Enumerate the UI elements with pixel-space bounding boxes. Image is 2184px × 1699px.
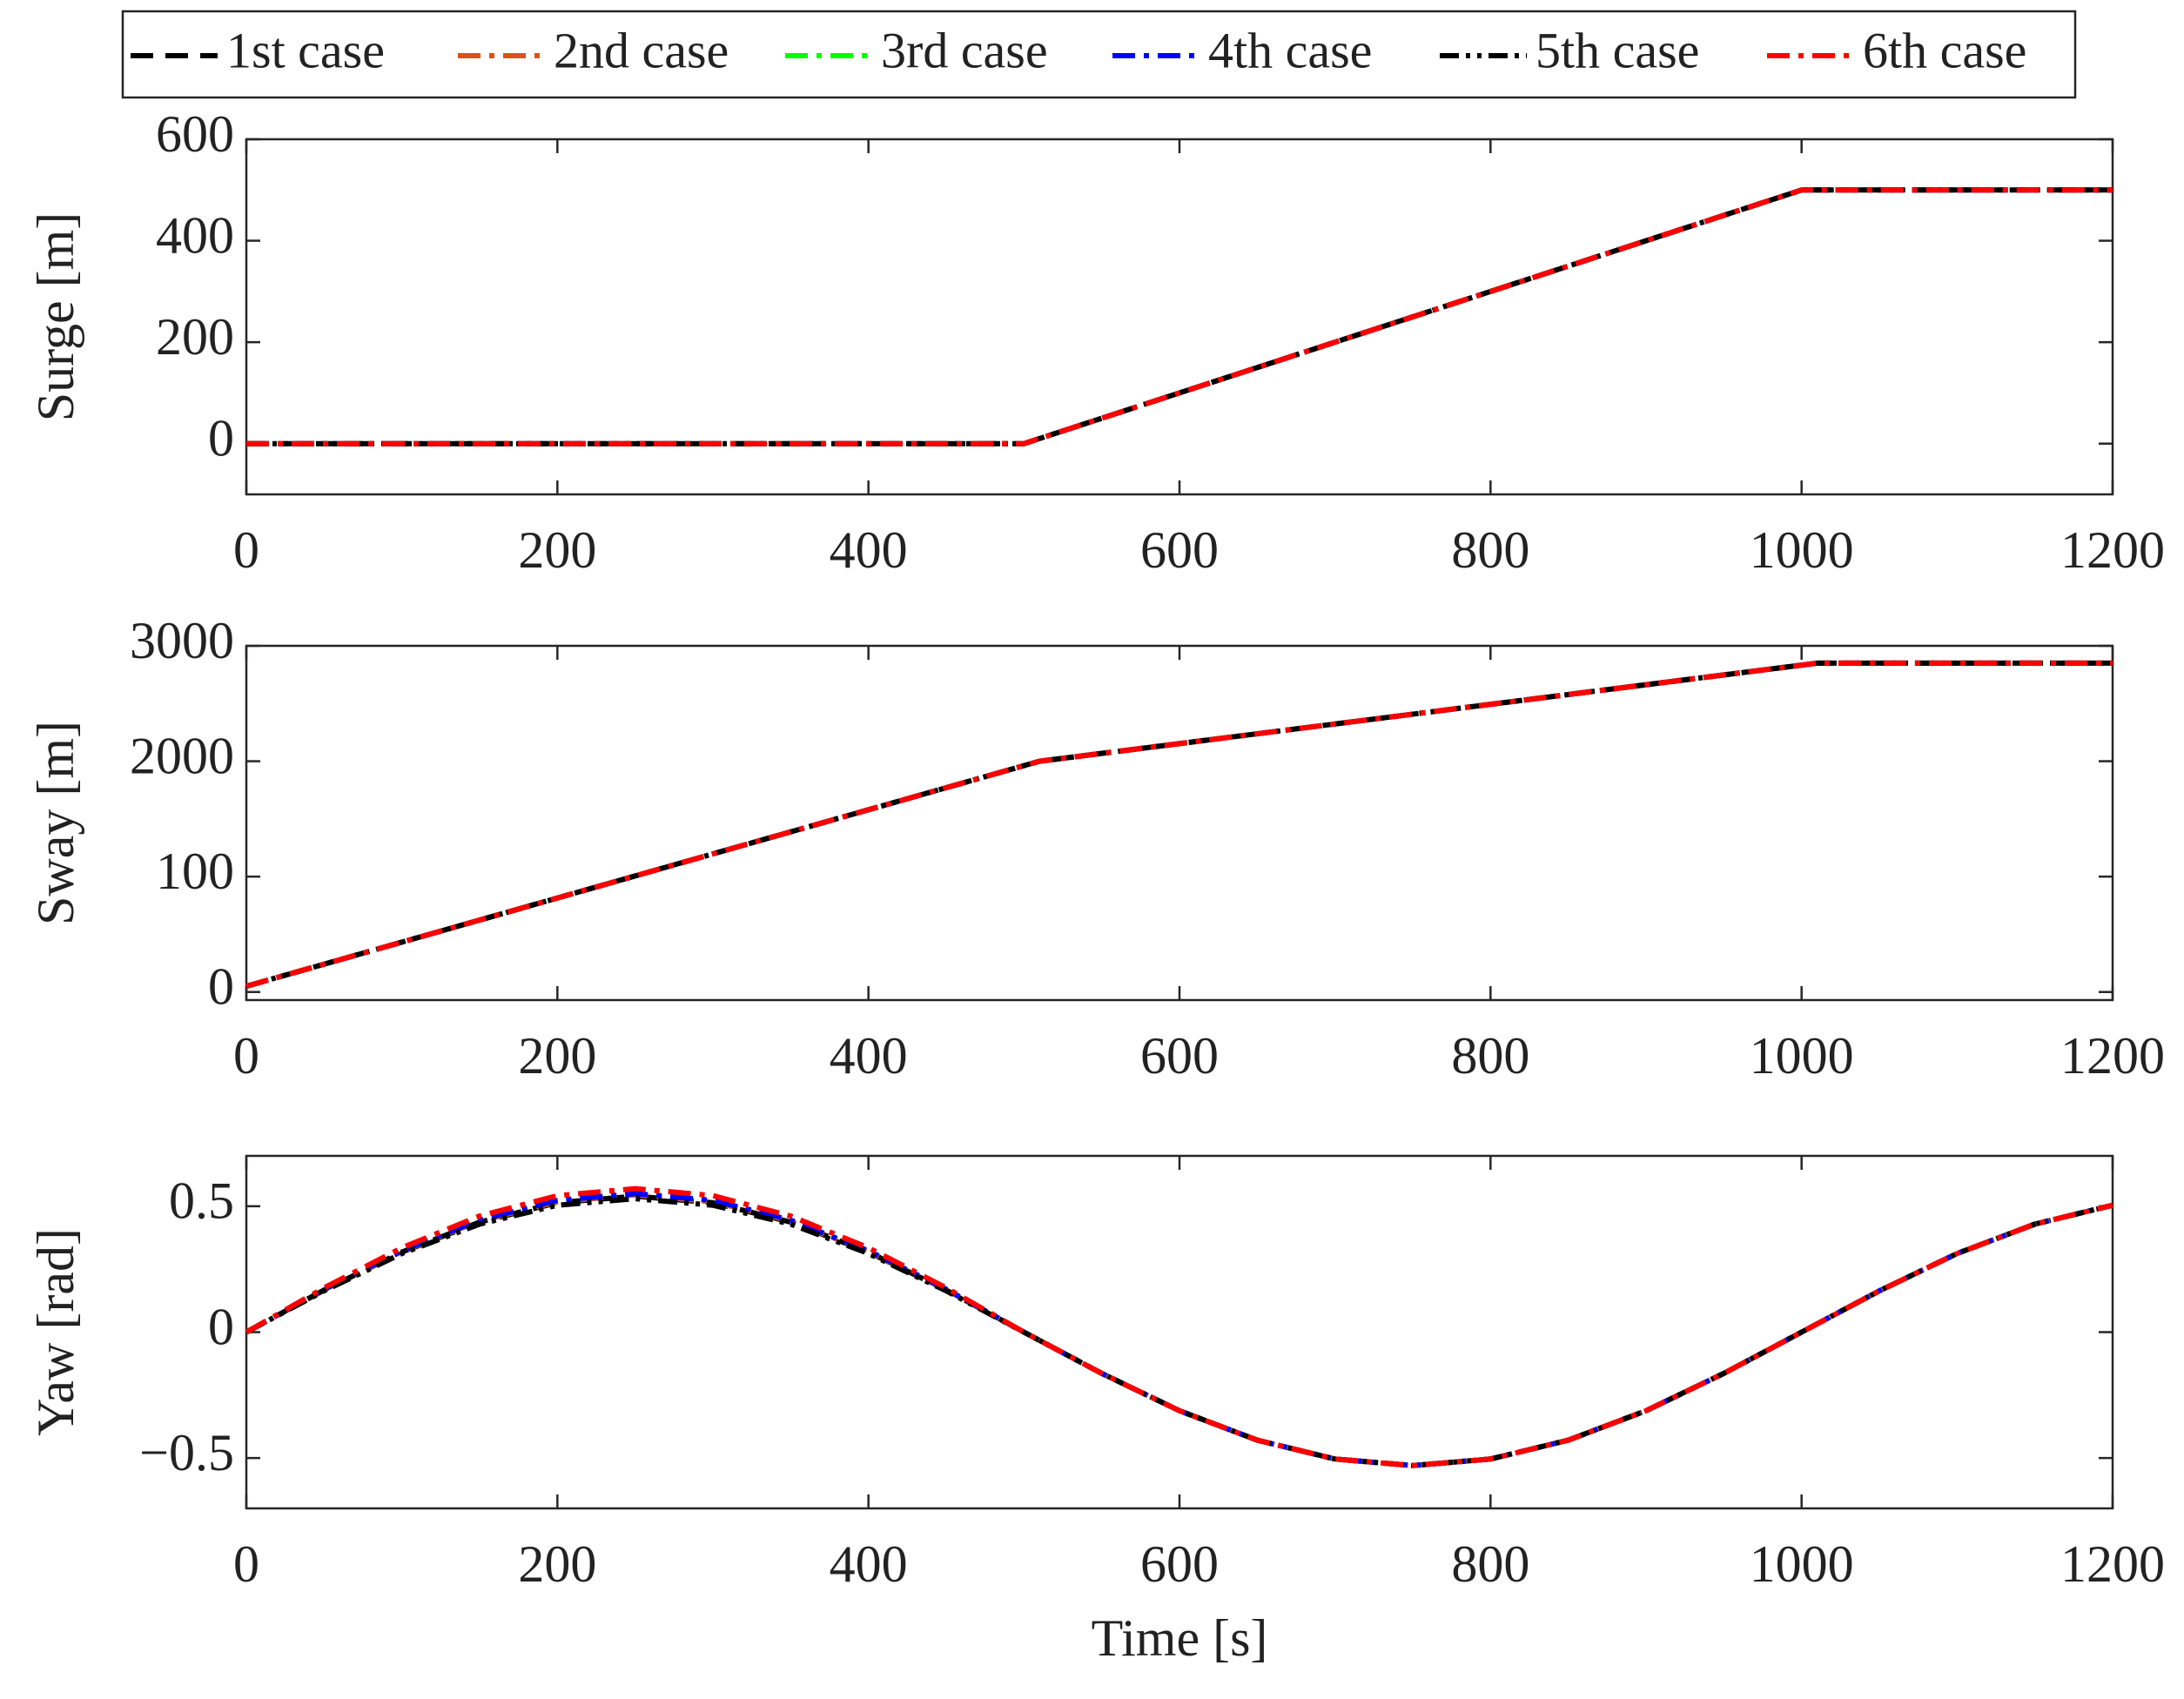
series-line <box>245 660 2113 989</box>
series-line <box>245 1191 2113 1468</box>
x-tick-label: 400 <box>830 1027 908 1085</box>
y-tick-label: 400 <box>156 206 234 264</box>
x-tick-label: 600 <box>1140 1535 1219 1593</box>
series-line <box>245 660 2113 989</box>
series-line <box>246 187 2113 447</box>
y-tick-label: 3000 <box>130 612 234 669</box>
x-tick-label: 0 <box>233 1027 259 1085</box>
series-line <box>246 187 2113 447</box>
legend-label: 4th case <box>1208 22 1372 78</box>
axes-box <box>245 644 2114 1002</box>
y-tick-label: 600 <box>156 105 234 163</box>
x-tick-label: 0 <box>233 1535 259 1593</box>
series-line <box>245 660 2113 989</box>
x-tick-label: 200 <box>518 1535 596 1593</box>
series-line <box>246 187 2113 447</box>
y-tick-label: 0 <box>208 409 234 467</box>
x-tick-label: 1000 <box>1750 1535 1854 1593</box>
series-line <box>246 187 2113 447</box>
series-line <box>246 187 2113 447</box>
series-line <box>245 1185 2113 1468</box>
y-tick-label: −0.5 <box>139 1424 234 1481</box>
legend-box <box>121 10 2077 99</box>
series-line <box>245 660 2113 989</box>
x-tick-label: 800 <box>1451 521 1529 579</box>
x-tick-label: 1200 <box>2060 1027 2165 1085</box>
x-tick-label: 200 <box>518 521 596 579</box>
x-tick-label: 1000 <box>1750 1027 1854 1085</box>
y-axis-label: Yaw [rad] <box>27 1228 84 1436</box>
series-line <box>245 1196 2113 1468</box>
y-tick-label: 2000 <box>130 727 234 784</box>
x-tick-label: 800 <box>1451 1027 1529 1085</box>
x-tick-label: 1000 <box>1750 521 1854 579</box>
series-line <box>246 187 2113 447</box>
y-tick-label: 0 <box>208 1298 234 1355</box>
y-tick-label: 0.5 <box>169 1172 234 1230</box>
legend-label: 2nd case <box>554 22 729 78</box>
series-line <box>245 1191 2113 1468</box>
x-tick-label: 800 <box>1451 1535 1529 1593</box>
legend-label: 6th case <box>1863 22 2026 78</box>
legend-label: 3rd case <box>881 22 1048 78</box>
y-axis-label: Sway [m] <box>27 721 84 925</box>
y-axis-label: Surge [m] <box>27 212 84 422</box>
x-tick-label: 0 <box>233 521 259 579</box>
x-tick-label: 400 <box>830 1535 908 1593</box>
series-line <box>245 660 2113 989</box>
legend-label: 5th case <box>1536 22 1699 78</box>
series-line <box>245 660 2113 989</box>
x-tick-label: 1200 <box>2060 1535 2165 1593</box>
x-tick-label: 600 <box>1140 521 1219 579</box>
series-line <box>245 1193 2113 1468</box>
legend-label: 1st case <box>226 22 385 78</box>
x-tick-label: 400 <box>830 521 908 579</box>
x-tick-label: 600 <box>1140 1027 1219 1085</box>
y-tick-label: 100 <box>156 843 234 900</box>
y-tick-label: 0 <box>208 957 234 1015</box>
y-tick-label: 200 <box>156 308 234 366</box>
x-axis-label: Time [s] <box>1092 1609 1268 1667</box>
series-line <box>245 1192 2113 1468</box>
x-tick-label: 1200 <box>2060 521 2165 579</box>
x-tick-label: 200 <box>518 1027 596 1085</box>
